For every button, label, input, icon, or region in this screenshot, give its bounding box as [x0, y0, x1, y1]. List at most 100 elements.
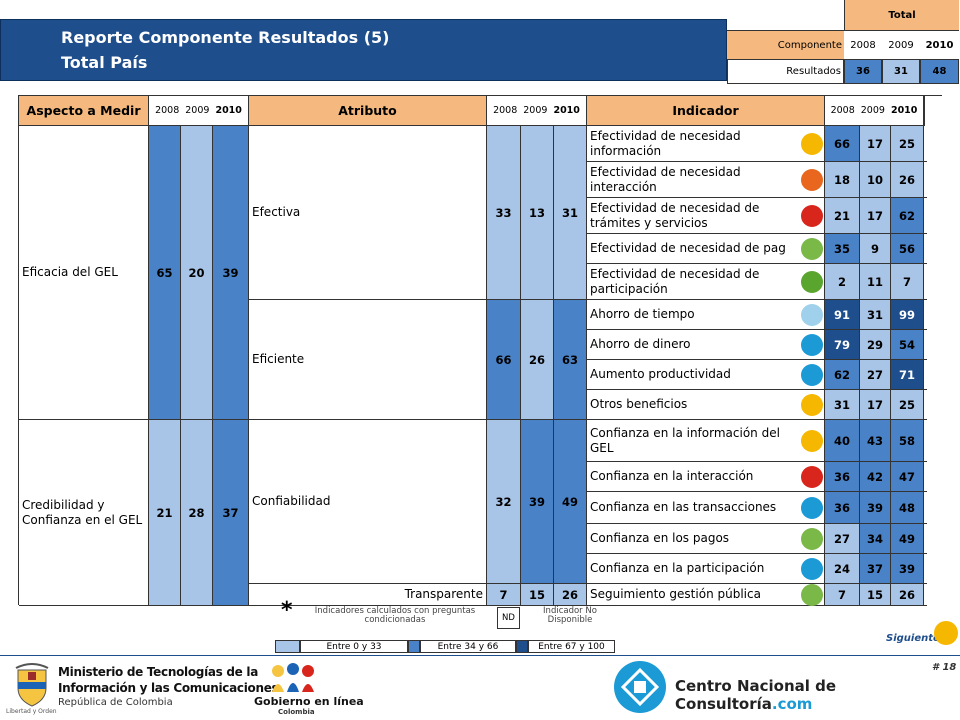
- indicador-value: 54: [891, 330, 924, 360]
- indicador-value: 40: [825, 420, 860, 462]
- header-year: 2010: [890, 105, 918, 116]
- cnc-name: Centro Nacional de Consultoría.com: [675, 677, 960, 713]
- indicador-value: 9: [860, 234, 891, 264]
- header-year: 2008: [493, 105, 518, 116]
- indicador-value: 35: [825, 234, 860, 264]
- indicador-spacer: [924, 492, 927, 524]
- indicador-value: 17: [860, 390, 891, 420]
- indicador-value: 36: [825, 492, 860, 524]
- indicador-value: 62: [891, 198, 924, 234]
- legend-swatch-high: [516, 640, 528, 653]
- atributo-value: 63: [554, 300, 587, 420]
- indicator-status-icon: [801, 394, 823, 416]
- shield-caption: Libertad y Orden: [6, 708, 57, 715]
- header-years-aspecto: 2008 2009 2010: [149, 96, 249, 126]
- indicador-value: 25: [891, 126, 924, 162]
- indicador-value: 27: [860, 360, 891, 390]
- indicador-value: 79: [825, 330, 860, 360]
- indicador-value: 7: [891, 264, 924, 300]
- siguiente-link[interactable]: Siguiente: [886, 633, 940, 644]
- header-aspecto: Aspecto a Medir: [19, 96, 149, 126]
- header-year: 2009: [523, 105, 548, 116]
- summary-componente-label: Componente: [727, 30, 844, 59]
- header-year: 2008: [830, 105, 855, 116]
- indicador-value: 58: [891, 420, 924, 462]
- indicador-value: 71: [891, 360, 924, 390]
- indicador-value: 62: [825, 360, 860, 390]
- siguiente-button[interactable]: [934, 621, 958, 645]
- header-year: 2009: [185, 105, 210, 116]
- gobierno-en-linea-logo-icon: [268, 662, 318, 696]
- indicador-label: Efectividad de necesidad información: [587, 126, 825, 162]
- indicador-value: 56: [891, 234, 924, 264]
- atributo-label: Efectiva: [249, 126, 487, 300]
- indicador-spacer: [924, 360, 927, 390]
- atributo-value: 15: [521, 584, 554, 606]
- asterisk-note: *: [281, 598, 293, 623]
- indicador-value: 26: [891, 584, 924, 606]
- atributo-label: Eficiente: [249, 300, 487, 420]
- atributo-value: 49: [554, 420, 587, 584]
- atributo-value: 33: [487, 126, 521, 300]
- indicador-spacer: [924, 330, 927, 360]
- header-year: 2009: [860, 105, 885, 116]
- cnc-logo-icon: [614, 661, 666, 713]
- header-spacer: [924, 96, 925, 126]
- gobierno-line1: Gobierno en línea: [254, 695, 364, 708]
- summary-year: 2009: [882, 30, 920, 59]
- indicador-value: 47: [891, 462, 924, 492]
- indicador-value: 21: [825, 198, 860, 234]
- atributo-label: Confiabilidad: [249, 420, 487, 584]
- summary-value: 48: [920, 59, 959, 84]
- indicator-status-icon: [801, 364, 823, 386]
- indicador-value: 43: [860, 420, 891, 462]
- header-year: 2010: [553, 105, 580, 116]
- indicador-value: 27: [825, 524, 860, 554]
- summary-value: 31: [882, 59, 920, 84]
- indicador-label: Otros beneficios: [587, 390, 825, 420]
- summary-total-label: Total: [844, 0, 959, 30]
- header-atributo: Atributo: [249, 96, 487, 126]
- indicador-spacer: [924, 420, 927, 462]
- indicador-value: 31: [825, 390, 860, 420]
- indicador-spacer: [924, 462, 927, 492]
- footer-divider: [0, 655, 960, 656]
- atributo-value: 32: [487, 420, 521, 584]
- atributo-value: 26: [554, 584, 587, 606]
- indicador-value: 66: [825, 126, 860, 162]
- aspecto-value: 39: [213, 126, 249, 420]
- indicador-value: 10: [860, 162, 891, 198]
- indicador-value: 25: [891, 390, 924, 420]
- indicador-value: 48: [891, 492, 924, 524]
- indicador-value: 42: [860, 462, 891, 492]
- indicador-value: 7: [825, 584, 860, 606]
- summary-table: Total Componente 2008 2009 2010 Resultad…: [727, 0, 959, 84]
- cnc-name-text: Centro Nacional de Consultoría: [675, 677, 837, 713]
- atributo-value: 31: [554, 126, 587, 300]
- indicador-value: 18: [825, 162, 860, 198]
- aspecto-value: 20: [181, 126, 213, 420]
- ministerio-line1: Ministerio de Tecnologías de la: [58, 665, 259, 679]
- indicador-label: Confianza en las transacciones: [587, 492, 825, 524]
- indicator-status-icon: [801, 558, 823, 580]
- indicador-value: 99: [891, 300, 924, 330]
- indicator-status-icon: [801, 205, 823, 227]
- indicator-status-icon: [801, 430, 823, 452]
- indicador-spacer: [924, 264, 927, 300]
- indicator-status-icon: [801, 334, 823, 356]
- results-table: Aspecto a Medir 2008 2009 2010 Atributo 2008 2…: [18, 95, 942, 606]
- legend-label-low: Entre 0 y 33: [300, 640, 408, 653]
- indicador-value: 39: [860, 492, 891, 524]
- indicador-value: 17: [860, 126, 891, 162]
- indicador-value: 29: [860, 330, 891, 360]
- indicator-status-icon: [801, 528, 823, 550]
- indicador-label: Seguimiento gestión pública: [587, 584, 825, 606]
- indicador-label: Confianza en la información del GEL: [587, 420, 825, 462]
- gobierno-line2: Colombia: [278, 708, 315, 716]
- indicador-label: Efectividad de necesidad de participació…: [587, 264, 825, 300]
- header-year: 2010: [215, 105, 242, 116]
- header-year: 2008: [155, 105, 180, 116]
- condicionadas-note: Indicadores calculados con preguntas con…: [314, 606, 476, 625]
- indicador-label: Confianza en la interacción: [587, 462, 825, 492]
- atributo-value: 7: [487, 584, 521, 606]
